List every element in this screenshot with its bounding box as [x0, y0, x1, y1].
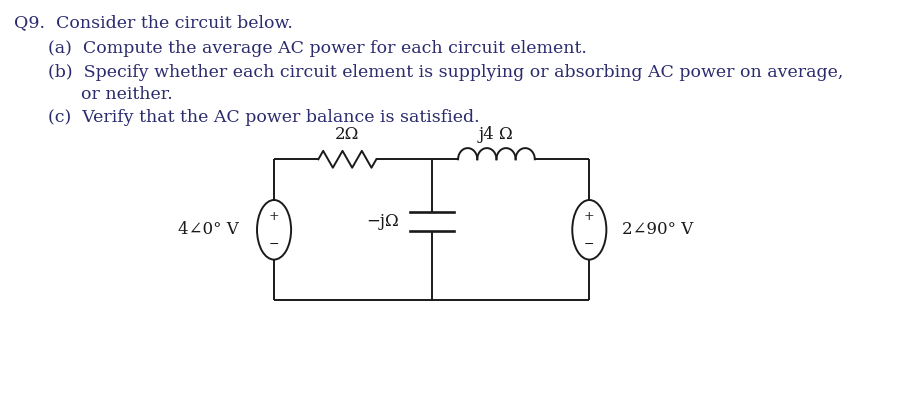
Text: 2Ω: 2Ω — [335, 126, 360, 144]
Text: 2∠90° V: 2∠90° V — [621, 221, 693, 238]
Text: +: + — [584, 211, 595, 223]
Text: j4 Ω: j4 Ω — [479, 126, 514, 144]
Text: −: − — [584, 238, 595, 251]
Text: −jΩ: −jΩ — [366, 213, 399, 230]
Text: (a)  Compute the average AC power for each circuit element.: (a) Compute the average AC power for eac… — [48, 40, 587, 57]
Text: (c)  Verify that the AC power balance is satisfied.: (c) Verify that the AC power balance is … — [48, 109, 480, 126]
Text: Q9.  Consider the circuit below.: Q9. Consider the circuit below. — [15, 14, 293, 31]
Text: or neither.: or neither. — [48, 86, 173, 103]
Text: +: + — [269, 211, 280, 223]
Text: −: − — [269, 238, 280, 251]
Text: 4∠0° V: 4∠0° V — [178, 221, 239, 238]
Text: (b)  Specify whether each circuit element is supplying or absorbing AC power on : (b) Specify whether each circuit element… — [48, 64, 844, 81]
